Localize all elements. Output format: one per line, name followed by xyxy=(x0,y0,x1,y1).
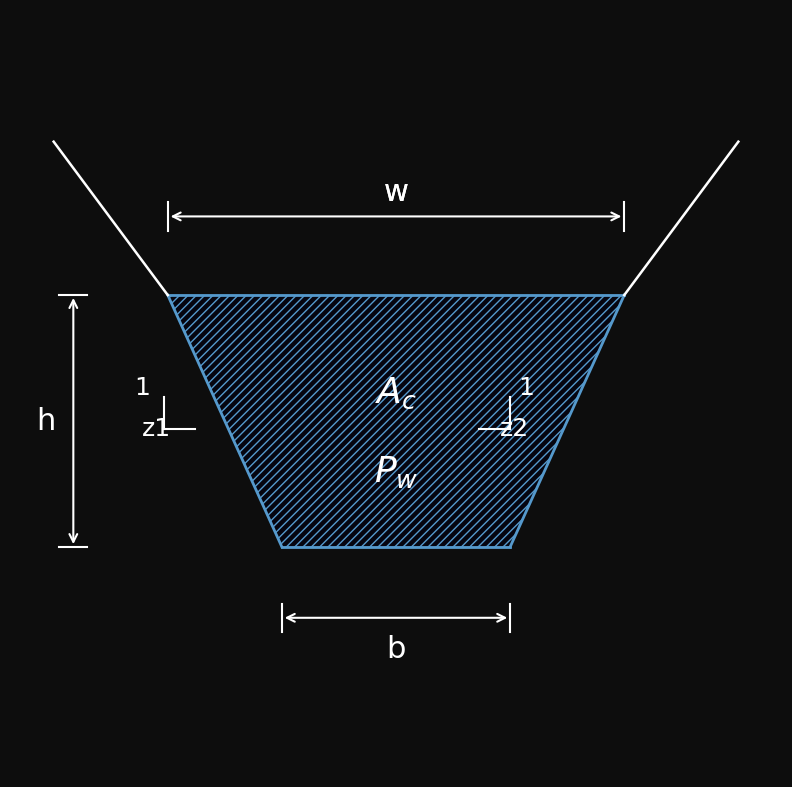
Polygon shape xyxy=(168,295,624,547)
Text: w: w xyxy=(383,179,409,207)
Text: z2: z2 xyxy=(500,417,529,441)
Text: 1: 1 xyxy=(135,376,150,400)
Text: w: w xyxy=(383,179,409,207)
Text: $P_w$: $P_w$ xyxy=(374,454,418,490)
Text: 1: 1 xyxy=(518,376,534,400)
Text: $A_c$: $A_c$ xyxy=(375,376,417,411)
Text: h: h xyxy=(36,407,55,435)
Text: z1: z1 xyxy=(142,417,170,441)
Text: b: b xyxy=(386,635,406,663)
